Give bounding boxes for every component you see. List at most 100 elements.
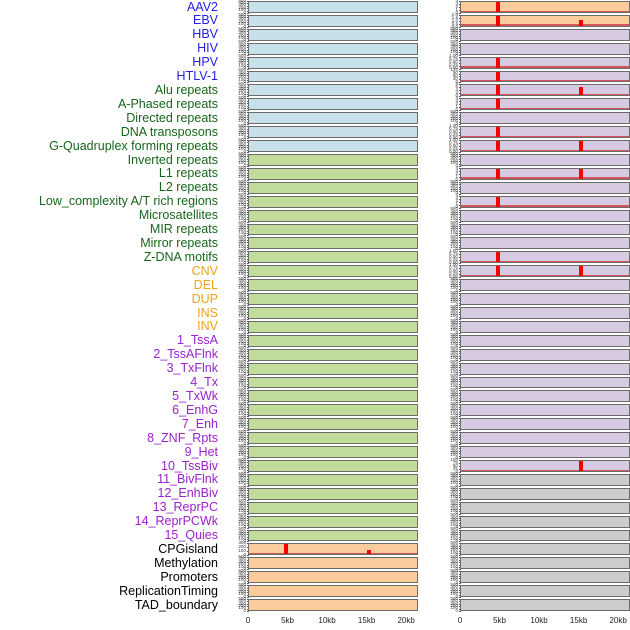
track-panel-right[interactable]	[460, 501, 630, 514]
track-panel-left[interactable]	[248, 307, 418, 319]
y-tick-label: 0.75	[449, 264, 461, 270]
track-panel-left[interactable]	[248, 279, 418, 292]
y-tick-label: 300	[450, 238, 461, 244]
track-panel-left[interactable]	[248, 418, 418, 431]
track-panel-right[interactable]	[460, 432, 630, 445]
track-panel-left[interactable]	[248, 237, 418, 250]
track-panel-left[interactable]	[248, 501, 418, 514]
track-panel-right[interactable]	[460, 571, 630, 584]
track-panel-right[interactable]	[460, 42, 630, 55]
track-panel-right[interactable]	[460, 126, 630, 139]
track-panel-right[interactable]	[460, 404, 630, 417]
track-panel-right[interactable]	[460, 112, 630, 125]
track-panel-left[interactable]	[248, 529, 418, 542]
track-panel-left[interactable]	[248, 98, 418, 111]
track-panel-right[interactable]	[460, 320, 630, 333]
track-panel-left[interactable]	[248, 599, 418, 611]
track-panel-left[interactable]	[248, 585, 418, 598]
track-panel-right[interactable]	[460, 279, 630, 292]
track-panel-right[interactable]	[460, 84, 630, 97]
data-spike	[579, 87, 584, 96]
track-panel-right[interactable]	[460, 307, 630, 319]
track-panel-left[interactable]	[248, 390, 418, 403]
track-panel-left[interactable]	[248, 515, 418, 528]
track-panel-left[interactable]	[248, 376, 418, 389]
track-panel-left[interactable]	[248, 140, 418, 152]
y-tick-label: 100	[238, 382, 249, 388]
track-panel-left[interactable]	[248, 460, 418, 472]
track-panel-right[interactable]	[460, 237, 630, 250]
track-panel-right[interactable]	[460, 446, 630, 458]
track-panel-left[interactable]	[248, 112, 418, 125]
track-panel-right[interactable]	[460, 418, 630, 431]
y-tick-label: 200	[238, 422, 249, 428]
track-panel-left[interactable]	[248, 154, 418, 166]
track-panel-right[interactable]	[460, 1, 630, 13]
y-tick-label: 500	[450, 317, 461, 323]
track-panel-left[interactable]	[248, 181, 418, 194]
track-panel-right[interactable]	[460, 251, 630, 264]
track-panel-right[interactable]	[460, 181, 630, 194]
track-panel-left[interactable]	[248, 404, 418, 417]
track-panel-left[interactable]	[248, 1, 418, 13]
track-panel-left[interactable]	[248, 265, 418, 278]
track-panel-right[interactable]	[460, 348, 630, 361]
track-panel-right[interactable]	[460, 209, 630, 222]
track-panel-right[interactable]	[460, 28, 630, 41]
track-panel-right[interactable]	[460, 460, 630, 472]
track-panel-right[interactable]	[460, 557, 630, 570]
track-panel-left[interactable]	[248, 251, 418, 264]
track-panel-right[interactable]	[460, 140, 630, 152]
track-panel-right[interactable]	[460, 529, 630, 542]
track-panel-right[interactable]	[460, 195, 630, 208]
track-panel-right[interactable]	[460, 599, 630, 611]
track-panel-right[interactable]	[460, 543, 630, 556]
track-panel-left[interactable]	[248, 557, 418, 570]
track-panel-right[interactable]	[460, 334, 630, 347]
y-tick-label: 500	[450, 178, 461, 184]
track-panel-left[interactable]	[248, 14, 418, 27]
y-axis-ticks-right: 500 400 300 200 100 0	[434, 221, 461, 237]
track-panel-left[interactable]	[248, 571, 418, 584]
track-panel-right[interactable]	[460, 167, 630, 180]
track-panel-left[interactable]	[248, 167, 418, 180]
track-panel-left[interactable]	[248, 70, 418, 83]
track-panel-left[interactable]	[248, 487, 418, 500]
track-panel-left[interactable]	[248, 432, 418, 445]
track-panel-left[interactable]	[248, 334, 418, 347]
track-panel-right[interactable]	[460, 98, 630, 111]
track-panel-left[interactable]	[248, 293, 418, 305]
track-panel-left[interactable]	[248, 84, 418, 97]
track-panel-left[interactable]	[248, 320, 418, 333]
y-tick-label: 200	[450, 46, 461, 52]
track-panel-left[interactable]	[248, 362, 418, 375]
track-panel-right[interactable]	[460, 154, 630, 166]
track-panel-right[interactable]	[460, 223, 630, 236]
track-panel-left[interactable]	[248, 473, 418, 486]
track-panel-left[interactable]	[248, 42, 418, 55]
track-panel-right[interactable]	[460, 390, 630, 403]
track-panel-right[interactable]	[460, 473, 630, 486]
track-panel-right[interactable]	[460, 265, 630, 278]
track-panel-right[interactable]	[460, 376, 630, 389]
track-panel-right[interactable]	[460, 14, 630, 27]
track-panel-left[interactable]	[248, 195, 418, 208]
track-panel-right[interactable]	[460, 293, 630, 305]
track-panel-left[interactable]	[248, 56, 418, 69]
y-axis-ticks-left: 500 400 300 200 100 0	[222, 527, 249, 543]
track-panel-left[interactable]	[248, 543, 418, 556]
track-panel-left[interactable]	[248, 28, 418, 41]
track-panel-left[interactable]	[248, 446, 418, 458]
track-panel-left[interactable]	[248, 348, 418, 361]
track-panel-right[interactable]	[460, 362, 630, 375]
track-panel-right[interactable]	[460, 56, 630, 69]
y-tick-label: 400	[238, 528, 249, 534]
track-panel-right[interactable]	[460, 70, 630, 83]
track-panel-right[interactable]	[460, 487, 630, 500]
track-panel-left[interactable]	[248, 209, 418, 222]
track-panel-left[interactable]	[248, 223, 418, 236]
track-panel-right[interactable]	[460, 515, 630, 528]
track-panel-left[interactable]	[248, 126, 418, 139]
y-axis-ticks-left: 500 400 300 200 100 0	[222, 165, 249, 181]
track-panel-right[interactable]	[460, 585, 630, 598]
